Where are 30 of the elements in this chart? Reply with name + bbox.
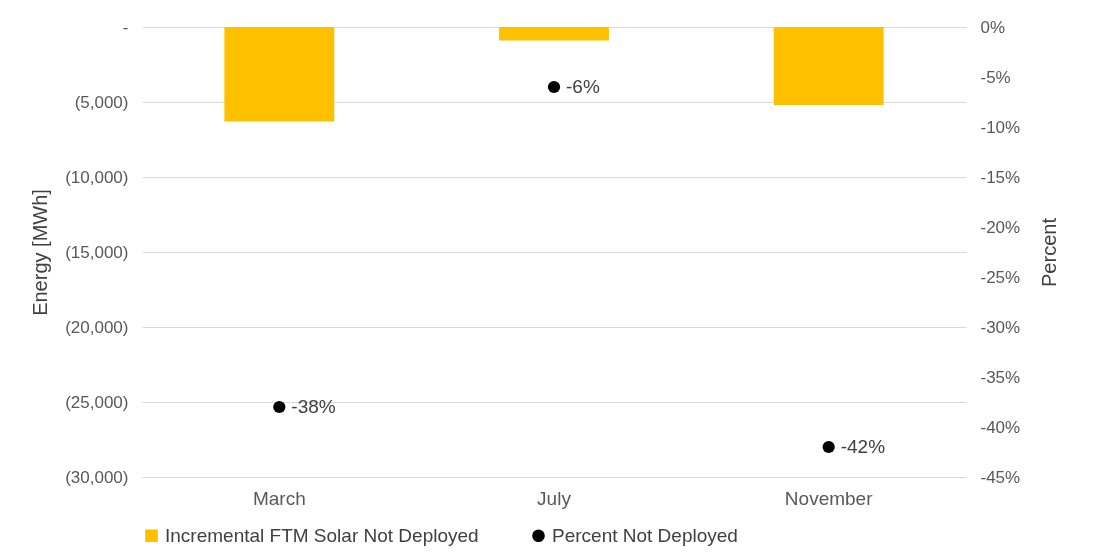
y2-tick-label: -30%: [980, 317, 1021, 337]
y2-tick-label: -10%: [980, 117, 1021, 137]
y-tick-label: -: [122, 17, 129, 37]
data-label: -38%: [291, 396, 336, 417]
legend-label: Percent Not Deployed: [552, 524, 738, 546]
y2-tick-label: -45%: [980, 467, 1021, 487]
data-label: -42%: [840, 436, 886, 457]
x-tick-label: March: [252, 487, 306, 509]
y-axis-title: Energy [MWh]: [29, 189, 52, 316]
point: [273, 400, 286, 414]
x-tick-label: July: [537, 487, 572, 509]
y2-tick-label: -40%: [980, 417, 1021, 437]
y-tick-label: (10,000): [65, 167, 129, 187]
y-tick-label: (5,000): [74, 92, 129, 112]
y-tick-label: (15,000): [65, 242, 129, 262]
y2-axis-title: Percent: [1038, 217, 1061, 287]
y2-tick-label: -35%: [980, 367, 1021, 387]
y2-tick-label: -20%: [980, 217, 1021, 237]
y-tick-label: (20,000): [65, 317, 129, 337]
legend-label: Incremental FTM Solar Not Deployed: [165, 524, 479, 546]
y2-tick-label: -15%: [980, 167, 1021, 187]
y2-tick-label: 0%: [980, 17, 1006, 37]
y2-tick-label: -5%: [980, 67, 1011, 87]
point: [547, 80, 561, 94]
data-label: -6%: [566, 76, 600, 97]
y-tick-label: (30,000): [65, 467, 129, 487]
x-tick-label: November: [784, 487, 874, 509]
y2-tick-label: -25%: [980, 267, 1021, 287]
point: [822, 440, 835, 454]
y-tick-label: (25,000): [65, 392, 129, 412]
